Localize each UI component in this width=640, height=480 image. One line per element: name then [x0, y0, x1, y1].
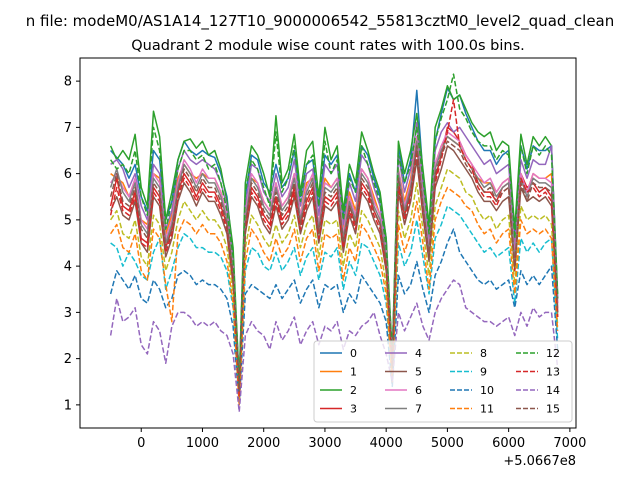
series-line-9 — [110, 205, 559, 406]
x-axis: 0 1000 2000 3000 4000 5000 6000 7000 — [137, 428, 586, 451]
x-tick-label: 6000 — [492, 436, 525, 451]
legend-label-14: 14 — [546, 384, 560, 397]
legend-label-15: 15 — [546, 403, 560, 416]
series-line-13 — [109, 98, 559, 397]
legend-label-5: 5 — [415, 366, 422, 379]
series-line-5 — [109, 145, 559, 397]
x-tick-label: 2000 — [247, 436, 280, 451]
series-line-4 — [110, 122, 559, 388]
legend-label-6: 6 — [415, 384, 422, 397]
x-tick-label: 1000 — [186, 436, 219, 451]
series-line-10 — [109, 228, 559, 406]
y-tick-label: 1 — [64, 398, 72, 413]
legend-label-2: 2 — [350, 384, 357, 397]
y-tick-label: 4 — [64, 260, 72, 275]
legend-label-1: 1 — [350, 366, 357, 379]
axes-frame — [79, 57, 577, 429]
x-offset-label: +5.0667e8 — [503, 454, 576, 469]
legend-label-8: 8 — [480, 347, 487, 360]
legend-label-13: 13 — [546, 366, 560, 379]
series-line-14 — [109, 279, 559, 413]
y-axis: 1 2 3 4 5 6 7 8 — [64, 75, 80, 413]
y-tick-label: 5 — [64, 213, 72, 228]
y-tick-label: 8 — [64, 75, 72, 90]
legend-label-7: 7 — [415, 403, 422, 416]
series-layer — [109, 73, 559, 413]
series-line-12 — [109, 73, 559, 388]
series-line-2 — [109, 85, 559, 383]
series-line-6 — [109, 131, 559, 392]
y-tick-label: 6 — [64, 167, 72, 182]
legend-label-0: 0 — [350, 347, 357, 360]
y-tick-label: 3 — [64, 306, 72, 321]
legend-label-12: 12 — [546, 347, 560, 360]
legend-label-4: 4 — [415, 347, 422, 360]
x-tick-label: 0 — [137, 436, 145, 451]
legend-label-10: 10 — [480, 384, 494, 397]
series-line-11 — [109, 186, 559, 406]
y-tick-label: 7 — [64, 121, 72, 136]
figure-suptitle: n file: modeM0/AS1A14_127T10_9000006542_… — [26, 12, 615, 31]
x-tick-label: 7000 — [553, 436, 586, 451]
x-tick-label: 4000 — [370, 436, 403, 451]
legend-frame — [313, 340, 573, 423]
x-tick-label: 5000 — [431, 436, 464, 451]
y-tick-label: 2 — [64, 352, 72, 367]
series-line-7 — [109, 135, 559, 392]
legend-label-3: 3 — [350, 403, 357, 416]
series-line-0 — [110, 87, 559, 383]
x-tick-label: 3000 — [308, 436, 341, 451]
axes-title: Quadrant 2 module wise count rates with … — [131, 38, 525, 54]
series-line-8 — [109, 168, 559, 401]
series-line-15 — [109, 140, 559, 392]
legend-label-11: 11 — [480, 403, 494, 416]
legend-label-9: 9 — [480, 366, 487, 379]
